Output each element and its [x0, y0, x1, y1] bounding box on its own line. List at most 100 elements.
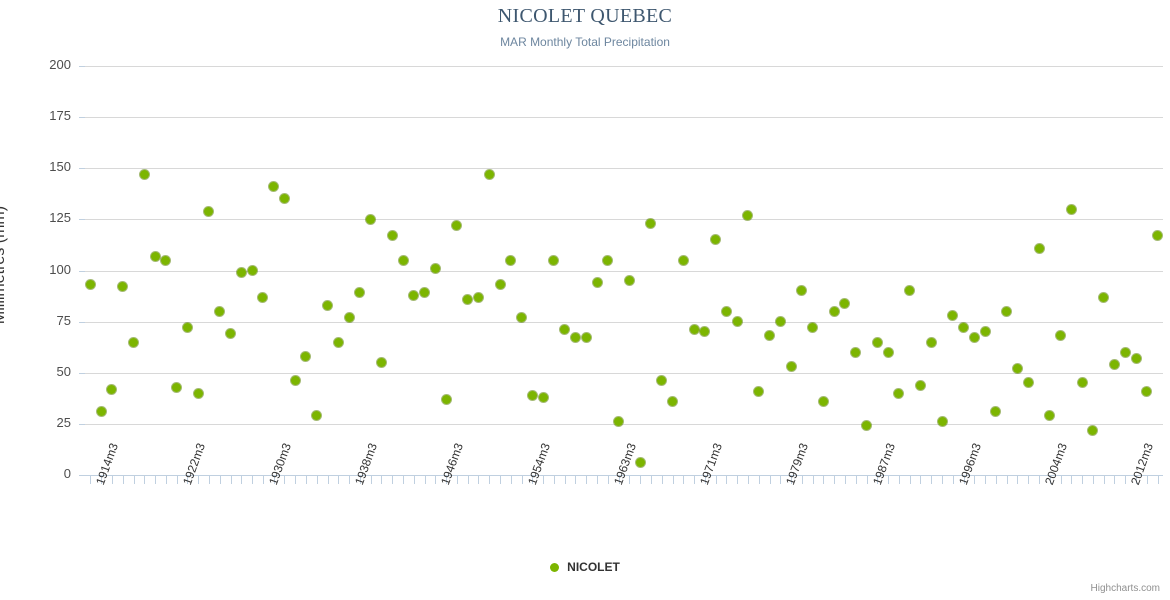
- data-point[interactable]: [1120, 347, 1130, 357]
- data-point[interactable]: [150, 251, 160, 261]
- data-point[interactable]: [258, 292, 268, 302]
- data-point[interactable]: [991, 407, 1001, 417]
- data-point[interactable]: [269, 182, 279, 192]
- data-point[interactable]: [1131, 353, 1141, 363]
- data-point[interactable]: [193, 388, 203, 398]
- data-point[interactable]: [1088, 425, 1098, 435]
- data-point[interactable]: [376, 358, 386, 368]
- data-point[interactable]: [139, 169, 149, 179]
- data-point[interactable]: [279, 194, 289, 204]
- data-point[interactable]: [420, 288, 430, 298]
- data-point[interactable]: [786, 362, 796, 372]
- data-point[interactable]: [614, 417, 624, 427]
- data-point[interactable]: [344, 313, 354, 323]
- data-point[interactable]: [226, 329, 236, 339]
- data-point[interactable]: [980, 327, 990, 337]
- data-point[interactable]: [668, 396, 677, 406]
- data-point[interactable]: [948, 310, 958, 320]
- data-point[interactable]: [581, 333, 591, 343]
- data-point[interactable]: [409, 290, 419, 300]
- data-point[interactable]: [1002, 306, 1012, 316]
- data-point[interactable]: [959, 323, 969, 333]
- data-point[interactable]: [624, 276, 634, 286]
- data-point[interactable]: [840, 298, 850, 308]
- data-point[interactable]: [1077, 378, 1087, 388]
- data-point[interactable]: [96, 407, 106, 417]
- data-point[interactable]: [527, 390, 537, 400]
- data-point[interactable]: [495, 280, 505, 290]
- data-point[interactable]: [1012, 364, 1022, 374]
- data-point[interactable]: [355, 288, 365, 298]
- data-point[interactable]: [290, 376, 300, 386]
- data-point[interactable]: [1099, 292, 1109, 302]
- data-point[interactable]: [333, 337, 343, 347]
- data-point[interactable]: [915, 380, 925, 390]
- data-point[interactable]: [635, 458, 645, 468]
- data-point[interactable]: [646, 218, 656, 228]
- data-point[interactable]: [441, 394, 451, 404]
- data-point[interactable]: [721, 306, 731, 316]
- data-point[interactable]: [689, 325, 699, 335]
- data-point[interactable]: [592, 278, 602, 288]
- data-point[interactable]: [129, 337, 138, 347]
- data-point[interactable]: [1034, 243, 1044, 253]
- data-point[interactable]: [657, 376, 667, 386]
- data-point[interactable]: [204, 206, 214, 216]
- data-point[interactable]: [797, 286, 807, 296]
- data-point[interactable]: [484, 169, 494, 179]
- data-point[interactable]: [366, 214, 376, 224]
- data-point[interactable]: [765, 331, 775, 341]
- data-point[interactable]: [560, 325, 570, 335]
- legend-item-nicolet[interactable]: NICOLET: [550, 560, 620, 574]
- data-point[interactable]: [743, 210, 753, 220]
- data-point[interactable]: [603, 255, 613, 265]
- data-point[interactable]: [1066, 204, 1076, 214]
- data-point[interactable]: [182, 323, 192, 333]
- data-point[interactable]: [894, 388, 904, 398]
- data-point[interactable]: [301, 351, 311, 361]
- data-point[interactable]: [118, 282, 128, 292]
- data-point[interactable]: [517, 313, 527, 323]
- data-point[interactable]: [473, 292, 483, 302]
- data-point[interactable]: [236, 268, 246, 278]
- data-point[interactable]: [161, 255, 171, 265]
- data-point[interactable]: [463, 294, 473, 304]
- data-point[interactable]: [107, 384, 117, 394]
- data-point[interactable]: [1142, 386, 1152, 396]
- data-point[interactable]: [312, 411, 322, 421]
- data-point[interactable]: [829, 306, 839, 316]
- data-point[interactable]: [1109, 360, 1119, 370]
- data-point[interactable]: [678, 255, 688, 265]
- data-point[interactable]: [398, 255, 408, 265]
- data-point[interactable]: [732, 317, 742, 327]
- data-point[interactable]: [452, 221, 462, 230]
- data-point[interactable]: [549, 255, 559, 265]
- data-point[interactable]: [700, 327, 710, 337]
- data-point[interactable]: [506, 255, 516, 265]
- data-point[interactable]: [872, 337, 882, 347]
- data-point[interactable]: [862, 421, 872, 431]
- data-point[interactable]: [570, 333, 580, 343]
- data-point[interactable]: [808, 323, 818, 333]
- data-point[interactable]: [1153, 231, 1163, 241]
- data-point[interactable]: [85, 280, 95, 290]
- data-point[interactable]: [1056, 331, 1066, 341]
- data-point[interactable]: [969, 333, 979, 343]
- data-point[interactable]: [905, 286, 915, 296]
- data-point[interactable]: [851, 347, 861, 357]
- data-point[interactable]: [1023, 378, 1033, 388]
- data-point[interactable]: [711, 235, 721, 245]
- data-point[interactable]: [430, 263, 440, 273]
- data-point[interactable]: [1045, 411, 1055, 421]
- data-point[interactable]: [883, 347, 893, 357]
- data-point[interactable]: [775, 317, 785, 327]
- data-point[interactable]: [538, 392, 548, 402]
- data-point[interactable]: [387, 231, 397, 241]
- data-point[interactable]: [172, 382, 182, 392]
- data-point[interactable]: [323, 300, 333, 310]
- data-point[interactable]: [818, 396, 828, 406]
- data-point[interactable]: [215, 306, 225, 316]
- data-point[interactable]: [937, 417, 947, 427]
- data-point[interactable]: [926, 337, 936, 347]
- data-point[interactable]: [754, 386, 764, 396]
